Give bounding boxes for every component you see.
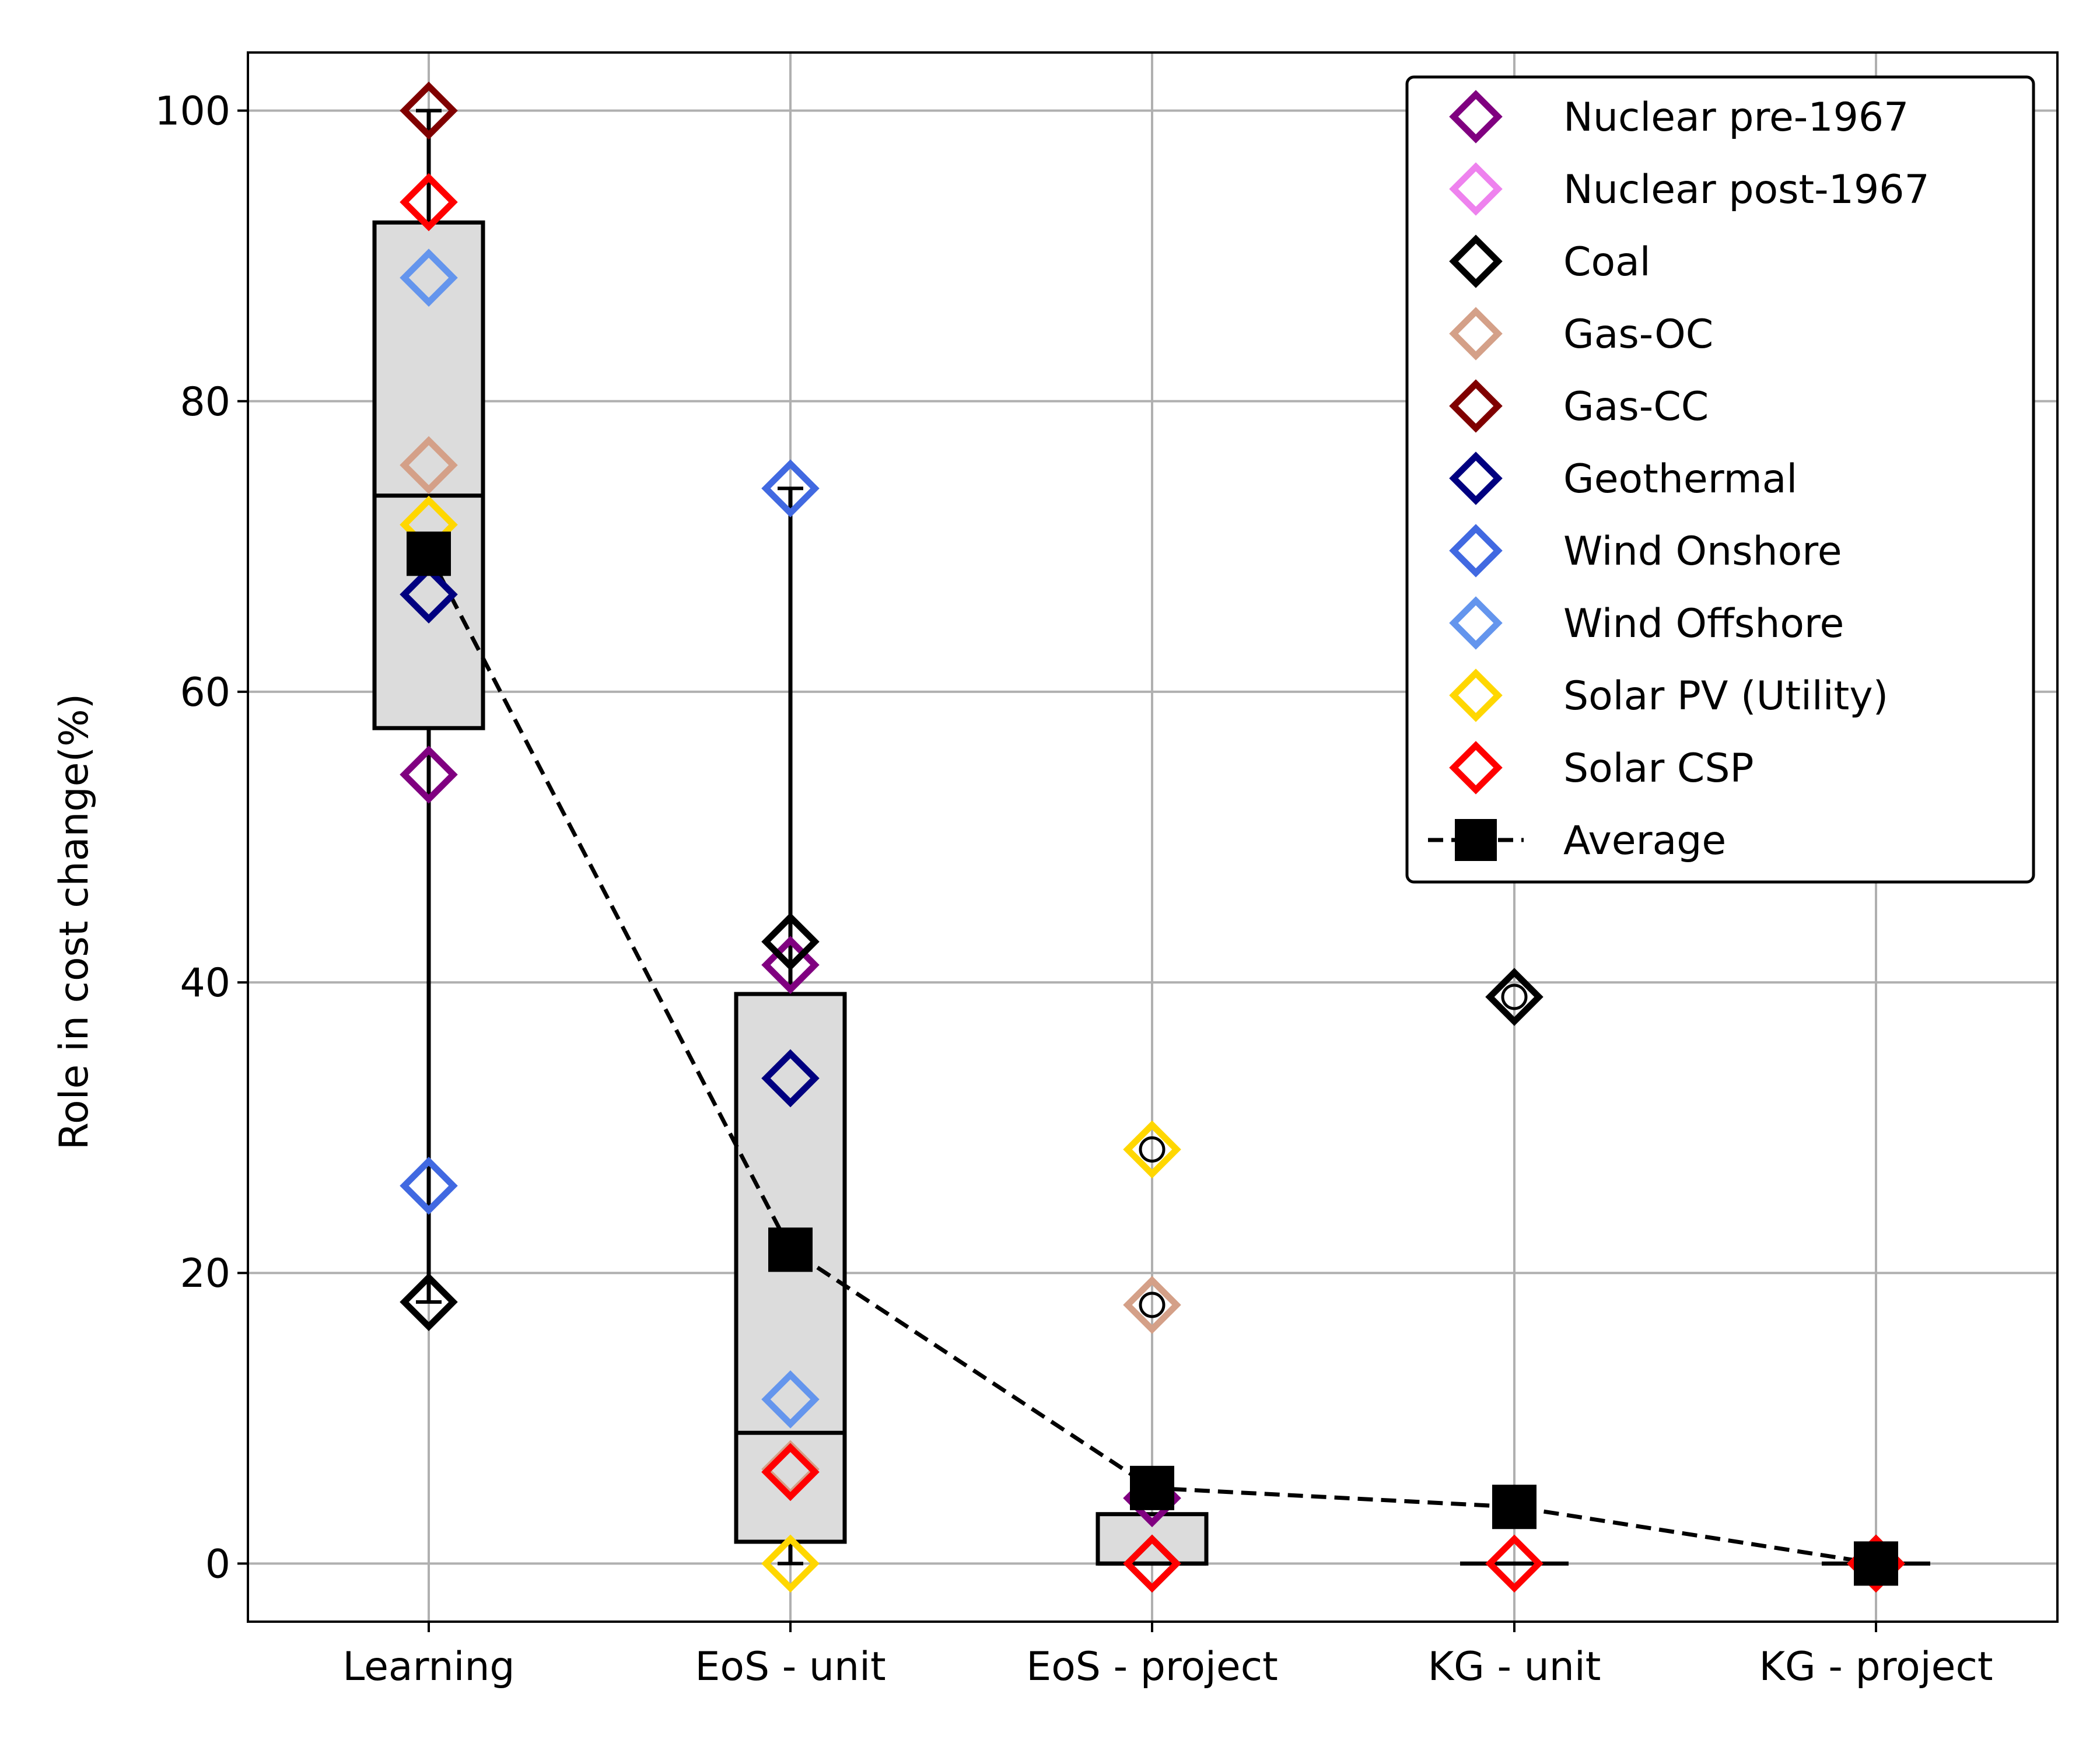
legend-marker	[1449, 307, 1503, 360]
legend-label: Solar PV (Utility)	[1563, 673, 1888, 719]
x-tick-label: KG - unit	[1428, 1644, 1601, 1690]
legend-marker	[1449, 524, 1503, 578]
y-tick-label: 20	[180, 1251, 230, 1297]
legend-label: Coal	[1563, 239, 1651, 285]
x-tick-label: EoS - unit	[695, 1644, 886, 1690]
data-point	[1123, 1534, 1181, 1593]
average-point	[407, 531, 451, 576]
outlier-point	[1139, 1292, 1166, 1318]
legend-label: Nuclear post-1967	[1563, 167, 1930, 213]
data-point	[1485, 1534, 1544, 1593]
y-tick-label: 60	[180, 670, 230, 716]
legend-label: Wind Onshore	[1563, 528, 1842, 575]
x-tick-label: Learning	[342, 1644, 514, 1690]
average-point	[1130, 1465, 1174, 1510]
data-point	[400, 565, 458, 624]
legend-marker	[1449, 162, 1503, 216]
data-point	[761, 459, 820, 518]
legend-marker	[1449, 741, 1503, 794]
ticks: 0 20 40 60 80 100 Learning EoS - unit EoS - proj…	[155, 89, 1993, 1690]
data-point	[761, 1534, 820, 1593]
average-point	[1854, 1541, 1898, 1586]
data-point	[761, 936, 820, 994]
data-point	[400, 173, 458, 232]
legend-marker	[1449, 452, 1503, 505]
data-point	[761, 1049, 820, 1108]
legend-label: Average	[1563, 818, 1726, 864]
legend-label: Geothermal	[1563, 456, 1797, 502]
data-point	[1123, 1120, 1181, 1179]
y-tick-label: 80	[180, 379, 230, 425]
legend: Nuclear pre-1967 Nuclear post-1967 Coal Gas…	[1405, 75, 2035, 884]
y-tick-label: 100	[155, 89, 230, 135]
data-point	[400, 1157, 458, 1215]
legend-marker	[1449, 596, 1503, 650]
data-point	[400, 1273, 458, 1331]
data-point	[761, 1443, 820, 1502]
x-tick-label: KG - project	[1759, 1644, 1993, 1690]
x-tick-label: EoS - project	[1026, 1644, 1278, 1690]
data-point	[761, 912, 820, 971]
data-point	[400, 249, 458, 307]
average-point	[1492, 1485, 1536, 1530]
data-point	[1485, 968, 1544, 1026]
data-point	[400, 746, 458, 804]
y-axis-label: Role in cost change(%)	[51, 694, 97, 1150]
outlier-point	[1501, 984, 1528, 1010]
outlier-point	[1139, 1136, 1166, 1163]
average-point	[768, 1227, 813, 1272]
legend-marker	[1449, 668, 1503, 722]
legend-label: Gas-OC	[1563, 312, 1713, 358]
legend-label: Wind Offshore	[1563, 601, 1844, 647]
legend-label: Solar CSP	[1563, 746, 1754, 792]
data-point	[761, 1370, 820, 1429]
markers	[400, 81, 1905, 1593]
legend-box	[1405, 75, 2035, 884]
legend-marker	[1449, 235, 1503, 288]
y-tick-label: 0	[205, 1541, 230, 1587]
box	[372, 220, 485, 730]
data-point	[1123, 1276, 1181, 1334]
y-tick-label: 40	[180, 960, 230, 1006]
legend-average-marker	[1455, 819, 1497, 861]
legend-marker	[1449, 90, 1503, 144]
legend-marker	[1449, 379, 1503, 433]
legend-label: Gas-CC	[1563, 384, 1709, 430]
legend-label: Nuclear pre-1967	[1563, 94, 1909, 141]
data-point	[400, 81, 458, 140]
data-point	[400, 436, 458, 495]
